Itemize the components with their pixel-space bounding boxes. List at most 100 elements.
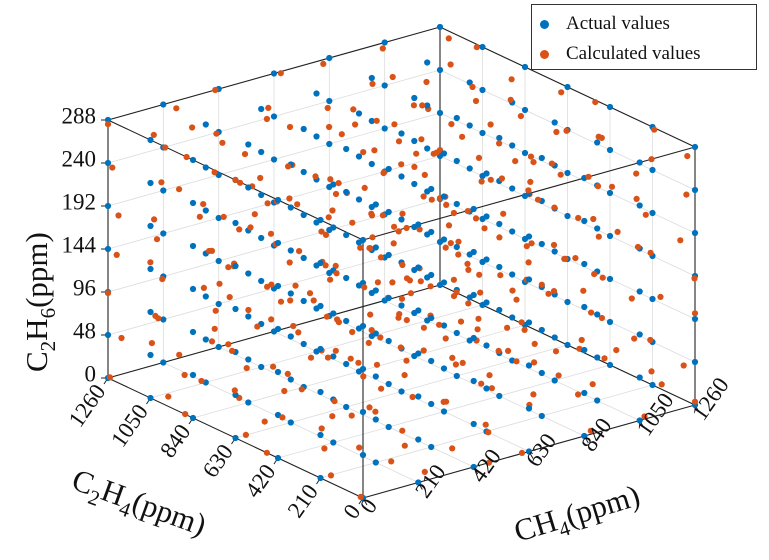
calculated-value-point	[241, 151, 249, 158]
calculated-value-point	[416, 226, 423, 233]
actual-value-point	[385, 208, 392, 216]
calculated-value-point	[475, 315, 482, 322]
calculated-value-point	[377, 254, 385, 261]
actual-value-point	[372, 287, 379, 294]
calculated-value-point	[589, 381, 596, 388]
calculated-value-point	[473, 44, 480, 51]
calculated-value-point	[472, 215, 480, 222]
actual-value-point	[287, 333, 294, 340]
calculated-value-point	[421, 171, 428, 178]
actual-value-point	[428, 185, 435, 193]
calculated-value-point	[551, 204, 558, 211]
actual-value-point	[453, 372, 460, 380]
calculated-value-point	[165, 393, 172, 400]
calculated-value-point	[478, 380, 485, 387]
actual-value-point	[287, 204, 294, 211]
calculated-value-point	[450, 276, 457, 283]
actual-value-point	[581, 389, 588, 397]
c2h4-tick-label: 1050	[106, 400, 153, 452]
calculated-value-point	[270, 363, 277, 370]
actual-value-point	[466, 122, 473, 129]
calculated-value-point	[488, 385, 495, 392]
calculated-value-point	[575, 214, 582, 222]
actual-value-point	[415, 393, 422, 400]
actual-value-point	[287, 247, 294, 254]
actual-value-point	[424, 102, 431, 109]
calculated-value-point	[360, 373, 367, 380]
calculated-value-point	[348, 412, 355, 419]
actual-value-point	[372, 244, 379, 251]
calculated-value-point	[373, 117, 380, 124]
calculated-value-point	[445, 35, 452, 42]
actual-value-point	[147, 136, 154, 144]
calculated-value-point	[455, 238, 462, 245]
calculated-value-point	[395, 228, 402, 235]
calculated-value-point	[399, 427, 406, 434]
actual-value-point	[636, 417, 643, 424]
actual-value-point	[317, 345, 324, 353]
calculated-value-point	[447, 61, 454, 68]
actual-value-point	[300, 125, 307, 133]
calculated-value-point	[631, 335, 638, 342]
calculated-value-point	[263, 449, 270, 456]
calculated-value-point	[329, 207, 336, 214]
calculated-value-point	[321, 445, 328, 452]
calculated-value-point	[389, 73, 396, 81]
calculated-value-point	[648, 156, 655, 163]
actual-value-point	[564, 298, 571, 306]
actual-value-point	[440, 322, 448, 329]
calculated-value-point	[443, 201, 450, 208]
actual-value-point	[398, 216, 405, 223]
calculated-value-point	[641, 413, 648, 420]
calculated-value-point	[176, 351, 183, 358]
actual-value-point	[440, 365, 448, 372]
actual-value-point	[594, 225, 601, 232]
calculated-value-point	[225, 341, 232, 348]
actual-value-point	[649, 166, 656, 174]
actual-value-point	[440, 193, 448, 200]
actual-value-point	[326, 54, 333, 62]
actual-value-point	[343, 360, 350, 368]
calculated-value-point	[294, 201, 301, 208]
calculated-value-point	[585, 173, 592, 180]
calculated-value-point	[459, 359, 466, 366]
actual-value-point	[470, 463, 477, 471]
calculated-value-point	[453, 289, 460, 296]
calculated-value-point	[464, 260, 471, 267]
calculated-value-point	[334, 316, 341, 323]
calculated-value-point	[614, 228, 621, 235]
calculated-value-point	[287, 297, 294, 304]
calculated-value-point	[335, 180, 342, 187]
calculated-value-point	[333, 270, 340, 277]
c2h6-tick-label: 192	[62, 189, 97, 214]
actual-value-point	[232, 434, 239, 442]
actual-value-point	[496, 263, 503, 271]
calculated-value-point	[447, 240, 454, 247]
calculated-value-point	[420, 324, 427, 331]
calculated-value-point	[496, 140, 503, 147]
calculated-value-point	[242, 431, 249, 438]
calculated-value-point	[531, 359, 538, 366]
actual-value-point	[470, 291, 477, 299]
calculated-value-point	[427, 283, 434, 290]
actual-value-point	[636, 159, 643, 166]
calculated-value-point	[442, 244, 449, 251]
actual-value-point	[483, 213, 490, 220]
actual-value-point	[232, 305, 239, 313]
calculated-value-point	[365, 339, 372, 346]
actual-value-point	[147, 308, 154, 316]
calculated-value-point	[527, 153, 535, 160]
calculated-value-point	[588, 309, 595, 316]
calculated-value-point	[231, 387, 238, 394]
actual-value-point	[202, 121, 209, 128]
calculated-value-point	[548, 160, 556, 167]
calculated-value-point	[598, 134, 605, 141]
calculated-value-point	[433, 149, 440, 156]
calculated-value-point	[298, 386, 305, 393]
actual-value-point	[287, 290, 294, 297]
actual-value-point	[398, 302, 405, 309]
actual-value-point	[581, 432, 588, 440]
actual-value-point	[385, 165, 392, 173]
calculated-value-point	[504, 324, 511, 331]
